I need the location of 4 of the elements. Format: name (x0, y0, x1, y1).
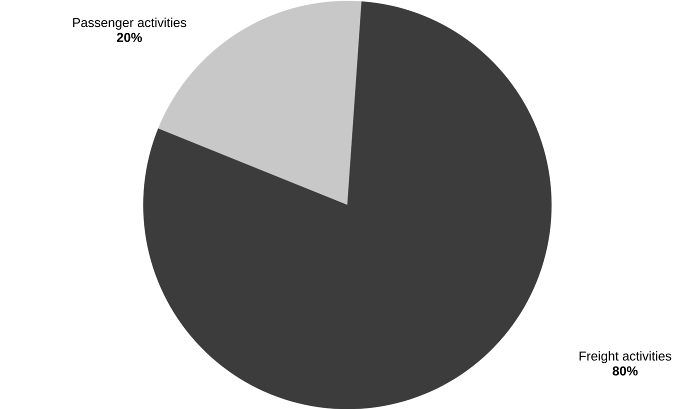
slice-label: Freight activities (580, 351, 672, 364)
slice-label: Passenger activities (73, 18, 186, 30)
data-label: 80% (612, 366, 638, 376)
data-label: 20% (116, 32, 142, 42)
